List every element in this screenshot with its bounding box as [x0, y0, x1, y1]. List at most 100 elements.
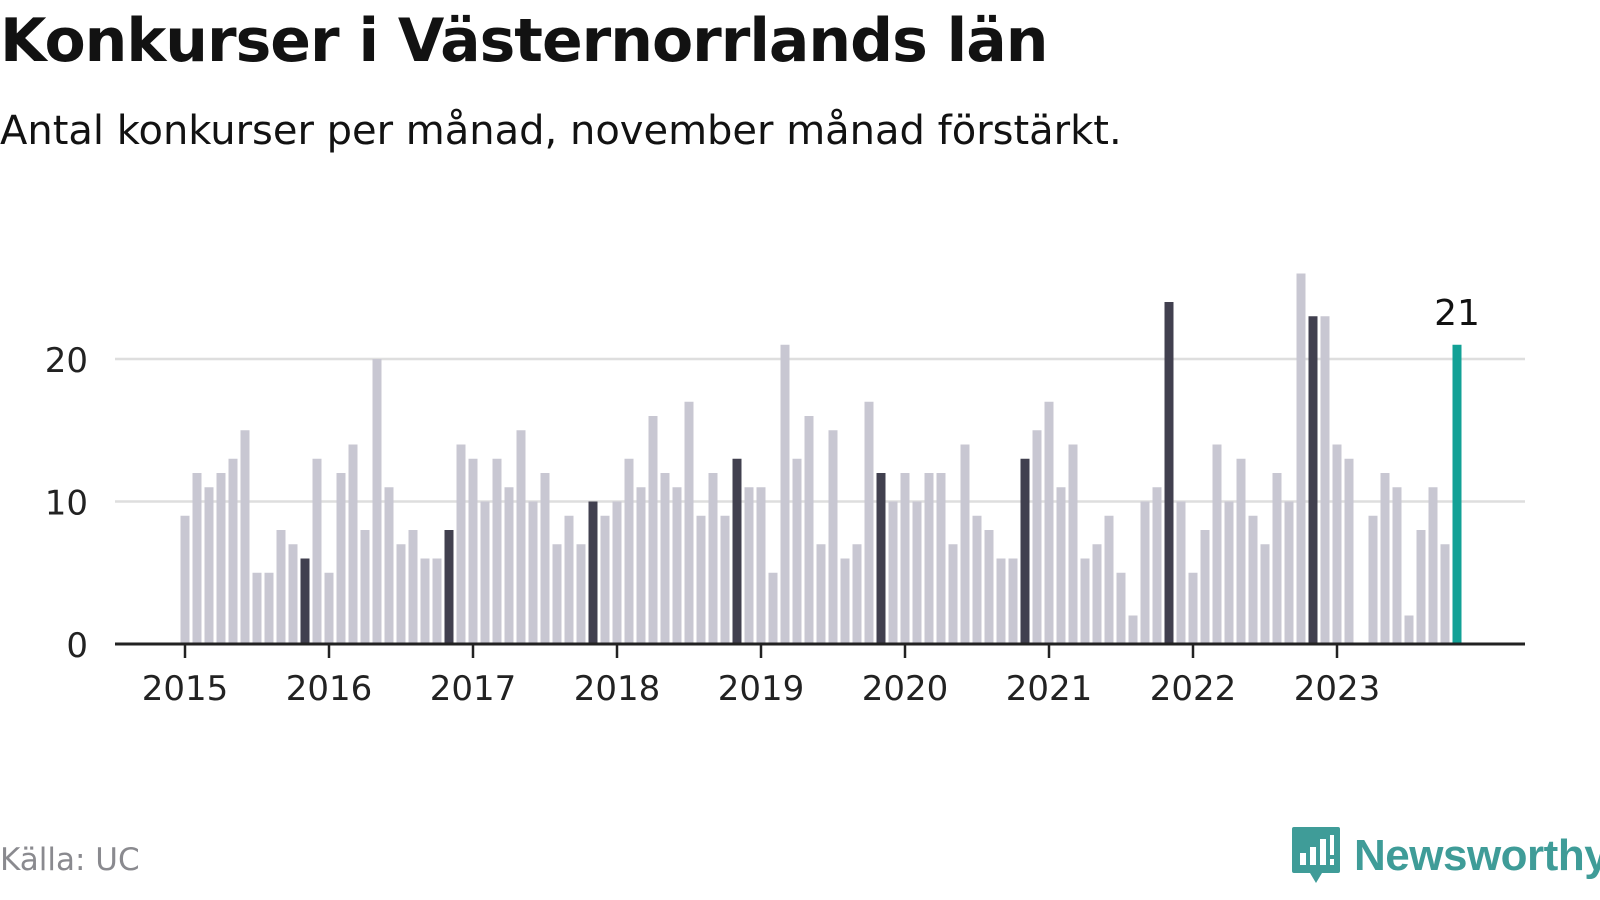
bar	[624, 458, 634, 644]
bar	[924, 473, 934, 644]
bar	[732, 458, 742, 644]
bar	[360, 530, 370, 644]
bar	[1392, 487, 1402, 644]
bar	[1032, 430, 1042, 644]
bars	[180, 273, 1462, 644]
x-tick-label: 2017	[430, 669, 517, 709]
chart-subtitle: Antal konkurser per månad, november måna…	[0, 108, 1122, 154]
bar	[372, 359, 382, 644]
bar	[384, 487, 394, 644]
bar	[1212, 444, 1222, 644]
bar	[228, 458, 238, 644]
bar	[216, 473, 226, 644]
bar	[264, 572, 274, 644]
bar	[696, 515, 706, 644]
source-note: Källa: UC	[0, 842, 140, 878]
bar	[204, 487, 214, 644]
bar	[1296, 273, 1306, 644]
bar	[468, 458, 478, 644]
bar	[396, 544, 406, 644]
bar	[972, 515, 982, 644]
bar	[240, 430, 250, 644]
bar	[480, 501, 490, 644]
newsworthy-logo-icon	[1292, 827, 1340, 883]
bar	[552, 544, 562, 644]
bar	[252, 572, 262, 644]
bar	[1140, 501, 1150, 644]
bar	[600, 515, 610, 644]
y-tick-label: 20	[45, 341, 88, 381]
y-tick-label: 10	[45, 484, 88, 524]
bar	[1068, 444, 1078, 644]
bar	[876, 473, 886, 644]
bar	[960, 444, 970, 644]
bar	[1428, 487, 1438, 644]
x-tick-label: 2016	[286, 669, 373, 709]
bar	[516, 430, 526, 644]
bar	[1272, 473, 1282, 644]
bar	[1332, 444, 1342, 644]
y-tick-labels: 0 10 20	[45, 341, 88, 666]
bar	[324, 572, 334, 644]
bar	[1128, 615, 1138, 644]
bar	[1236, 458, 1246, 644]
bar	[648, 416, 658, 644]
bar	[1164, 302, 1174, 644]
latest-value-label: 21	[1434, 293, 1480, 334]
bar	[768, 572, 778, 644]
brand-name: Newsworthy	[1354, 831, 1600, 880]
x-tick-label: 2018	[574, 669, 661, 709]
bar	[420, 558, 430, 644]
bar	[1200, 530, 1210, 644]
y-tick-label: 0	[66, 626, 88, 666]
bar	[612, 501, 622, 644]
bar	[300, 558, 310, 644]
bar	[672, 487, 682, 644]
bar	[1176, 501, 1186, 644]
bar	[900, 473, 910, 644]
bar	[1020, 458, 1030, 644]
bar	[1308, 316, 1318, 644]
bar	[1080, 558, 1090, 644]
x-axis	[115, 642, 1525, 658]
bar	[588, 501, 598, 644]
bar	[1368, 515, 1378, 644]
x-tick-label: 2022	[1150, 669, 1237, 709]
bar	[636, 487, 646, 644]
bar	[1188, 572, 1198, 644]
bar	[816, 544, 826, 644]
bar	[1404, 615, 1414, 644]
bar	[1224, 501, 1234, 644]
bar	[684, 401, 694, 644]
bar	[1344, 458, 1354, 644]
bar	[780, 344, 790, 644]
x-tick-label: 2019	[718, 669, 805, 709]
bar	[996, 558, 1006, 644]
bar	[1008, 558, 1018, 644]
bar	[912, 501, 922, 644]
bar	[492, 458, 502, 644]
bar	[1260, 544, 1270, 644]
bar	[192, 473, 202, 644]
bar	[1284, 501, 1294, 644]
bar	[528, 501, 538, 644]
bar	[864, 401, 874, 644]
bar	[1248, 515, 1258, 644]
x-tick-label: 2023	[1294, 669, 1381, 709]
bar	[348, 444, 358, 644]
bar	[432, 558, 442, 644]
bar	[1416, 530, 1426, 644]
x-tick-labels: 2015 2016 2017 2018 2019 2020 2021 2022 2023	[142, 669, 1381, 709]
bar	[1440, 544, 1450, 644]
brand-logo[interactable]: Newsworthy	[1290, 824, 1600, 888]
x-tick-label: 2021	[1006, 669, 1093, 709]
bar	[456, 444, 466, 644]
bar	[1380, 473, 1390, 644]
bar	[756, 487, 766, 644]
bar	[936, 473, 946, 644]
bar	[1092, 544, 1102, 644]
bar	[888, 501, 898, 644]
bar	[1152, 487, 1162, 644]
bar	[564, 515, 574, 644]
